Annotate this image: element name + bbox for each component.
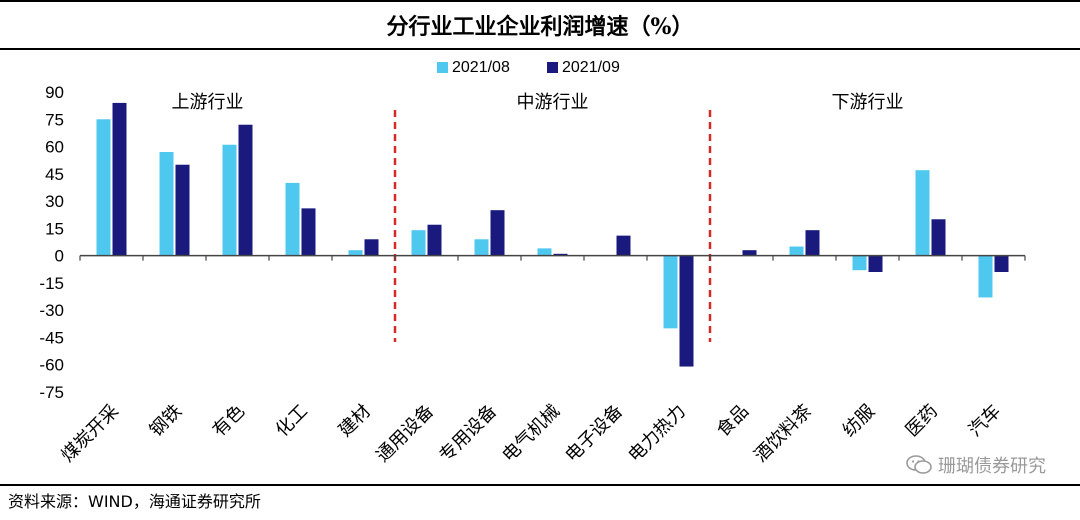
legend-label-1: 2021/08 <box>452 59 510 76</box>
y-tick-label: 75 <box>45 110 64 129</box>
bar-2 <box>175 164 190 256</box>
y-tick-label: -45 <box>39 328 64 347</box>
wechat-icon <box>906 455 932 474</box>
legend: 2021/08 2021/09 <box>437 59 620 76</box>
watermark-text: 珊瑚债券研究 <box>938 456 1046 477</box>
bar-2 <box>805 230 820 256</box>
group-separators <box>393 110 712 342</box>
y-tick-label: -30 <box>39 301 64 320</box>
y-tick-label: 30 <box>45 192 64 211</box>
bar-1 <box>411 230 426 256</box>
bar-2 <box>238 124 253 256</box>
bar-2 <box>679 255 694 367</box>
bar-1 <box>348 250 363 256</box>
y-tick-label: -60 <box>39 356 64 375</box>
bar-2 <box>490 210 505 256</box>
group-labels: 上游行业 中游行业 下游行业 <box>172 92 904 113</box>
bar-2 <box>931 219 946 256</box>
x-tick-label: 医药 <box>902 401 942 441</box>
bar-1 <box>96 119 111 256</box>
bar-2 <box>742 250 757 256</box>
bar-2 <box>112 102 127 256</box>
bar-1 <box>789 246 804 256</box>
y-tick-label: 60 <box>45 138 64 157</box>
bar-2 <box>427 224 442 256</box>
bar-2 <box>616 235 631 256</box>
bar-1 <box>222 144 237 256</box>
x-tick-label: 通用设备 <box>372 401 438 467</box>
x-tick-label: 钢铁 <box>146 401 186 441</box>
bar-1 <box>915 170 930 256</box>
watermark: 珊瑚债券研究 <box>906 452 1046 478</box>
x-tick-label: 电子设备 <box>561 401 627 467</box>
bar-2 <box>301 208 316 256</box>
group-label: 上游行业 <box>172 92 244 113</box>
x-tick-label: 酒饮料茶 <box>750 401 816 467</box>
x-tick-label: 电气机械 <box>498 401 564 467</box>
y-tick-label: -15 <box>39 274 64 293</box>
bar-1 <box>978 255 993 298</box>
bar-1 <box>474 239 489 256</box>
x-tick-label: 纺服 <box>839 401 879 441</box>
x-tick-label: 建材 <box>335 401 375 441</box>
x-tick-label: 电力热力 <box>624 401 690 467</box>
y-tick-label: 90 <box>45 83 64 102</box>
bar-1 <box>285 182 300 256</box>
x-tick-label: 食品 <box>713 401 753 441</box>
bar-1 <box>537 248 552 256</box>
group-label: 下游行业 <box>832 92 904 113</box>
bar-1 <box>663 255 678 329</box>
y-tick-label: 45 <box>45 165 64 184</box>
x-tick-label: 有色 <box>209 401 249 441</box>
y-tick-label: 0 <box>55 247 64 266</box>
bar-1 <box>852 255 867 271</box>
chart-title: 分行业工业企业利润增速（%） <box>0 0 1080 50</box>
y-axis: 90 75 60 45 30 15 0 -15 -30 -45 -60 -75 <box>39 83 64 402</box>
bar-2 <box>553 253 568 256</box>
bar-2 <box>364 239 379 256</box>
bar-2 <box>868 255 883 272</box>
x-tick-label: 化工 <box>272 401 312 441</box>
y-tick-label: 15 <box>45 219 64 238</box>
bars <box>96 102 1009 367</box>
legend-label-2: 2021/09 <box>562 59 620 76</box>
x-tick-label: 专用设备 <box>435 401 501 467</box>
bar-1 <box>159 152 174 256</box>
bar-chart: 2021/08 2021/09 90 75 60 45 30 15 0 -15 -30 -45 -60… <box>39 59 1026 467</box>
bar-2 <box>994 255 1009 272</box>
x-tick-label: 汽车 <box>965 401 1005 441</box>
x-tick-label: 煤炭开采 <box>57 401 123 467</box>
legend-swatch-2 <box>547 62 558 73</box>
legend-swatch-1 <box>437 62 448 73</box>
group-label: 中游行业 <box>517 92 589 113</box>
source-note: 资料来源：WIND，海通证券研究所 <box>0 484 1080 520</box>
y-tick-label: -75 <box>39 383 64 402</box>
